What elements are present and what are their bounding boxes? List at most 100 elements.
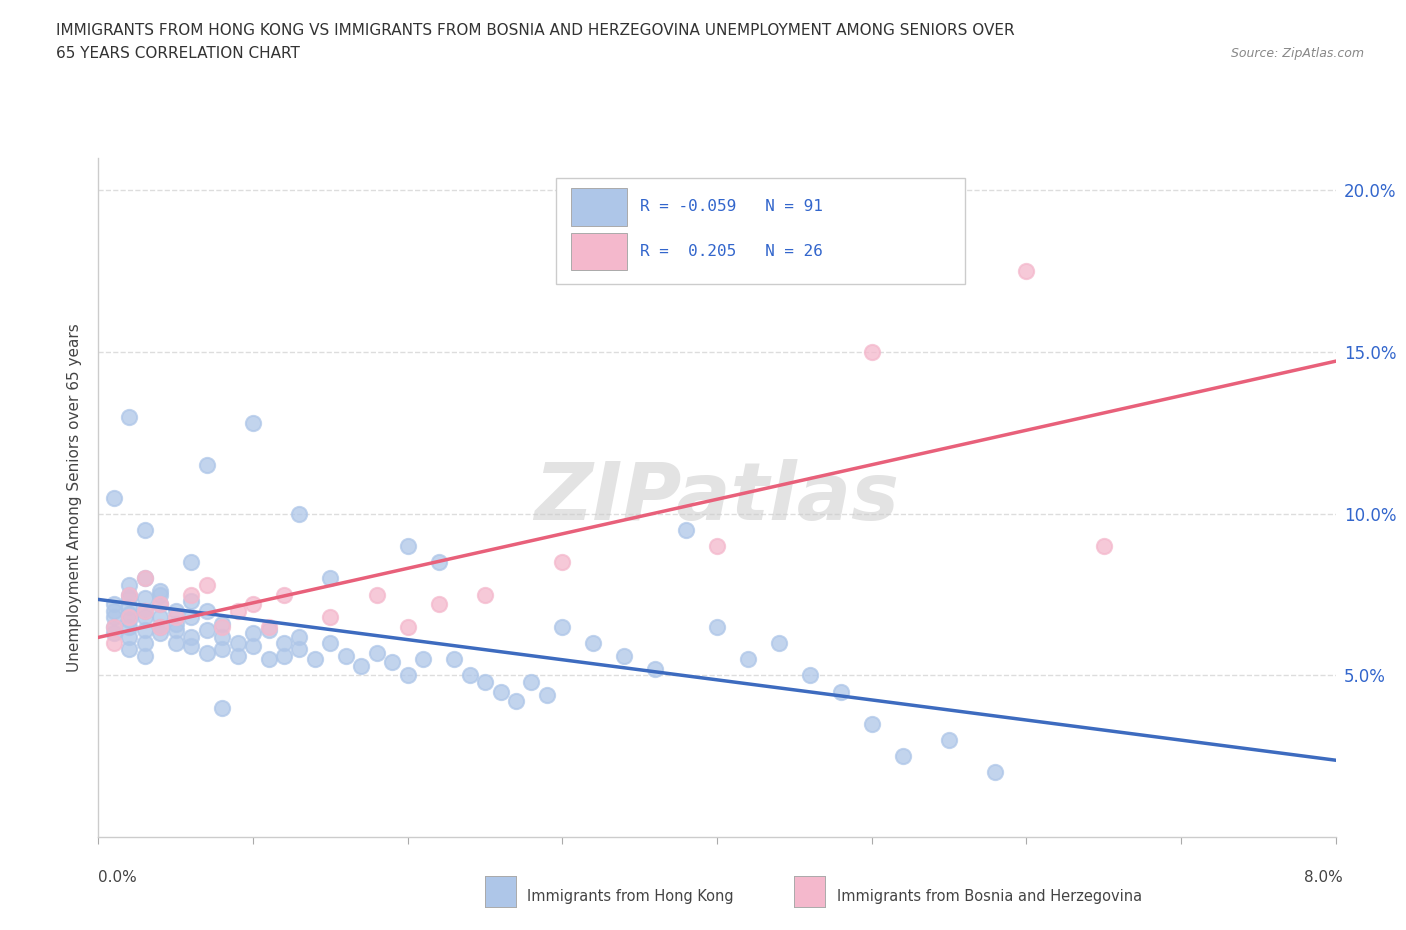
Point — [396, 619, 419, 634]
Point — [319, 635, 342, 650]
Point — [288, 506, 311, 521]
Point — [180, 593, 202, 608]
Point — [149, 619, 172, 634]
Point — [860, 716, 883, 731]
Point — [118, 610, 141, 625]
Point — [396, 538, 419, 553]
Point — [396, 668, 419, 683]
Point — [134, 523, 156, 538]
Point — [118, 578, 141, 592]
Point — [335, 648, 357, 663]
Point — [211, 629, 233, 644]
FancyBboxPatch shape — [557, 179, 965, 284]
Point — [319, 571, 342, 586]
Point — [860, 345, 883, 360]
Point — [582, 635, 605, 650]
Point — [412, 652, 434, 667]
Text: ZIPatlas: ZIPatlas — [534, 458, 900, 537]
Point — [366, 587, 388, 602]
Text: R =  0.205   N = 26: R = 0.205 N = 26 — [640, 245, 824, 259]
Point — [257, 652, 280, 667]
Point — [211, 642, 233, 657]
Point — [799, 668, 821, 683]
Point — [257, 619, 280, 634]
Point — [134, 591, 156, 605]
Point — [1015, 264, 1038, 279]
Point — [273, 635, 295, 650]
Point — [103, 610, 125, 625]
Point — [103, 597, 125, 612]
Point — [180, 629, 202, 644]
Point — [118, 600, 141, 615]
Point — [149, 610, 172, 625]
Point — [891, 749, 914, 764]
Point — [195, 604, 218, 618]
Point — [226, 604, 249, 618]
Bar — [571, 188, 627, 226]
Point — [551, 555, 574, 570]
Point — [984, 764, 1007, 779]
Point — [273, 587, 295, 602]
Point — [737, 652, 759, 667]
Point — [1092, 538, 1115, 553]
Point — [103, 604, 125, 618]
Point — [226, 635, 249, 650]
Text: 8.0%: 8.0% — [1303, 870, 1343, 884]
Point — [350, 658, 373, 673]
Point — [118, 629, 141, 644]
Point — [675, 523, 697, 538]
Point — [195, 458, 218, 472]
Point — [118, 619, 141, 634]
Text: R = -0.059   N = 91: R = -0.059 N = 91 — [640, 199, 824, 215]
Point — [134, 648, 156, 663]
Point — [118, 606, 141, 621]
Y-axis label: Unemployment Among Seniors over 65 years: Unemployment Among Seniors over 65 years — [67, 324, 83, 671]
Text: 0.0%: 0.0% — [98, 870, 138, 884]
Point — [242, 626, 264, 641]
Text: Immigrants from Bosnia and Herzegovina: Immigrants from Bosnia and Herzegovina — [837, 889, 1142, 904]
Point — [134, 571, 156, 586]
Point — [118, 613, 141, 628]
Point — [180, 555, 202, 570]
Point — [211, 617, 233, 631]
Point — [226, 648, 249, 663]
Point — [149, 584, 172, 599]
Point — [134, 604, 156, 618]
Point — [257, 623, 280, 638]
Point — [520, 674, 543, 689]
Point — [242, 639, 264, 654]
Bar — [571, 233, 627, 271]
Point — [118, 409, 141, 424]
Point — [458, 668, 481, 683]
Point — [149, 597, 172, 612]
Point — [474, 674, 496, 689]
Point — [381, 655, 404, 670]
Point — [211, 619, 233, 634]
Point — [103, 635, 125, 650]
Point — [149, 587, 172, 602]
Point — [165, 617, 187, 631]
Point — [288, 642, 311, 657]
Point — [165, 635, 187, 650]
Point — [489, 684, 512, 699]
Point — [165, 610, 187, 625]
Point — [427, 597, 450, 612]
Point — [149, 626, 172, 641]
Text: Immigrants from Hong Kong: Immigrants from Hong Kong — [527, 889, 734, 904]
Point — [103, 626, 125, 641]
Point — [427, 555, 450, 570]
Point — [195, 645, 218, 660]
Point — [165, 604, 187, 618]
Point — [134, 635, 156, 650]
Point — [165, 623, 187, 638]
Point — [103, 619, 125, 634]
Point — [644, 661, 666, 676]
Point — [118, 642, 141, 657]
Text: 65 YEARS CORRELATION CHART: 65 YEARS CORRELATION CHART — [56, 46, 299, 61]
Point — [103, 619, 125, 634]
Point — [149, 597, 172, 612]
Point — [366, 645, 388, 660]
Point — [149, 619, 172, 634]
Point — [273, 648, 295, 663]
Point — [180, 610, 202, 625]
